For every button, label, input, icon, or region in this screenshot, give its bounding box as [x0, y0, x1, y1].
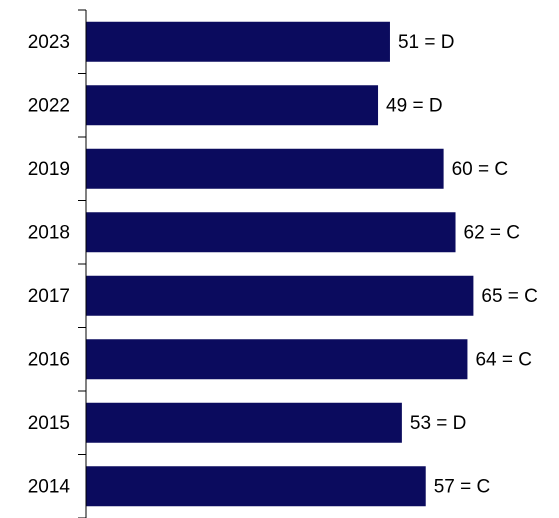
y-tick-label: 2018 — [28, 222, 70, 243]
value-label: 64 = C — [475, 349, 532, 370]
y-tick-label: 2022 — [28, 95, 70, 116]
bar — [86, 21, 390, 62]
y-tick-label: 2015 — [28, 413, 70, 434]
bar — [86, 402, 402, 443]
bar — [86, 148, 444, 189]
y-tick-label: 2016 — [28, 349, 70, 370]
y-tick-label: 2019 — [28, 159, 70, 180]
bar — [86, 466, 426, 507]
bar — [86, 339, 468, 380]
value-label: 62 = C — [464, 222, 521, 243]
value-label: 53 = D — [410, 413, 467, 434]
y-tick-label: 2017 — [28, 286, 70, 307]
value-label: 51 = D — [398, 32, 455, 53]
value-label: 65 = C — [481, 286, 538, 307]
y-tick-label: 2014 — [28, 476, 71, 497]
bar — [86, 275, 474, 316]
value-label: 49 = D — [386, 95, 443, 116]
value-label: 57 = C — [434, 476, 491, 497]
bar — [86, 212, 456, 253]
y-tick-label: 2023 — [28, 32, 70, 53]
bar — [86, 85, 379, 126]
value-label: 60 = C — [452, 159, 509, 180]
